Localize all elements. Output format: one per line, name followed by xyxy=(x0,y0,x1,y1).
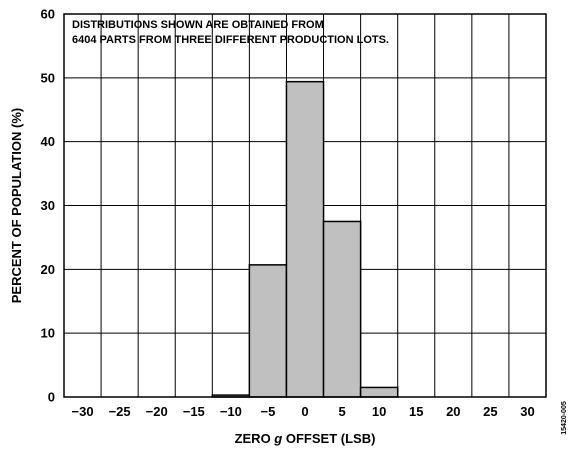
x-tick-label: 15 xyxy=(409,404,423,419)
x-tick-label: −5 xyxy=(261,404,276,419)
x-tick-label: 20 xyxy=(446,404,460,419)
x-tick-label: 0 xyxy=(301,404,308,419)
annotation-line-1: DISTRIBUTIONS SHOWN ARE OBTAINED FROM xyxy=(72,19,324,31)
histogram-bar xyxy=(285,80,325,398)
y-tick-labels: 0 10 20 30 40 50 60 xyxy=(41,7,55,405)
x-tick-label: 10 xyxy=(372,404,386,419)
x-tick-label: −10 xyxy=(220,404,242,419)
figure-id: 15420-005 xyxy=(561,401,568,435)
x-tick-label: 5 xyxy=(338,404,345,419)
y-tick-label: 20 xyxy=(41,262,55,277)
x-tick-labels: −30 −25 −20 −15 −10 −5 0 5 10 15 20 25 30 xyxy=(72,404,535,419)
y-tick-label: 10 xyxy=(41,326,55,341)
annotation-line-2: 6404 PARTS FROM THREE DIFFERENT PRODUCTI… xyxy=(72,34,389,46)
x-axis-label: ZERO g OFFSET (LSB) xyxy=(235,431,376,446)
x-axis-label-pre: ZERO xyxy=(235,431,275,446)
y-tick-label: 50 xyxy=(41,70,55,85)
histogram-bar xyxy=(248,264,288,398)
y-tick-label: 40 xyxy=(41,134,55,149)
x-axis-label-post: OFFSET (LSB) xyxy=(282,431,375,446)
plot-frame xyxy=(63,13,547,398)
y-tick-label: 60 xyxy=(41,7,55,22)
histogram-bar xyxy=(322,220,362,398)
x-tick-label: −20 xyxy=(146,404,168,419)
x-axis-label-italic: g xyxy=(273,431,282,446)
bars xyxy=(211,80,399,398)
y-axis-label: PERCENT OF POPULATION (%) xyxy=(9,108,24,303)
x-tick-label: −30 xyxy=(72,404,94,419)
x-tick-label: −25 xyxy=(109,404,131,419)
histogram-bar xyxy=(359,386,399,398)
y-tick-label: 0 xyxy=(48,390,55,405)
y-tick-label: 30 xyxy=(41,198,55,213)
x-tick-label: −15 xyxy=(183,404,205,419)
x-tick-label: 25 xyxy=(483,404,497,419)
x-tick-label: 30 xyxy=(520,404,534,419)
